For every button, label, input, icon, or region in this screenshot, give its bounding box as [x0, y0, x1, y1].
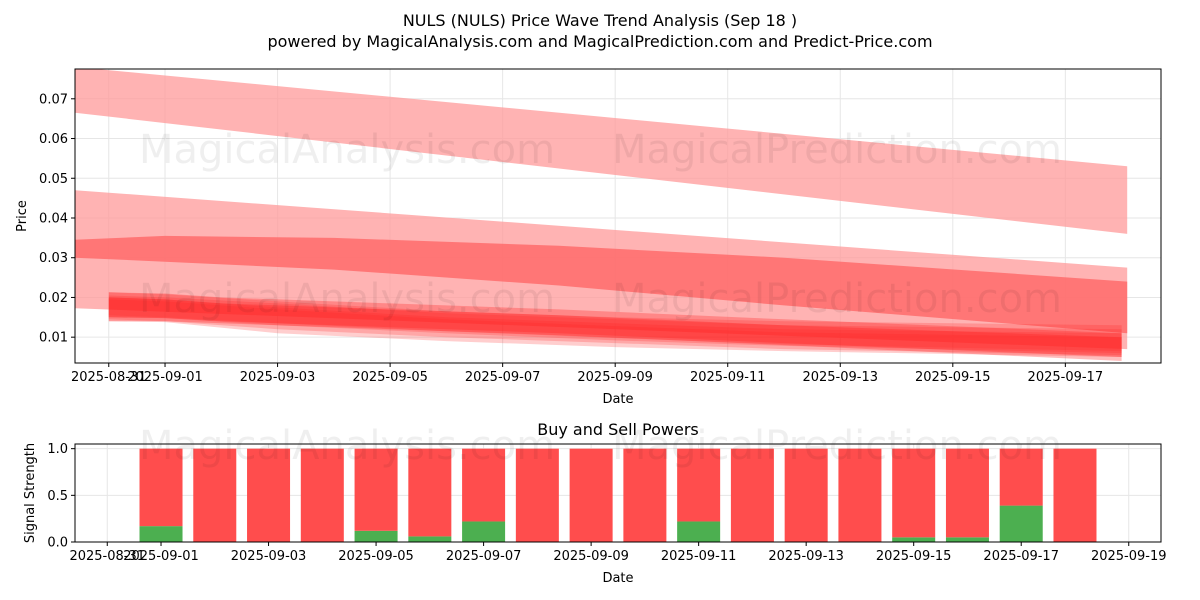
price-y-tick-label: 0.02	[39, 291, 68, 306]
signal-x-tick-label: 2025-08-31	[69, 549, 145, 564]
price-x-tick-label: 2025-09-17	[1028, 370, 1104, 385]
signal-x-label: Date	[602, 571, 633, 586]
watermark-analysis-mid: MagicalAnalysis.com	[139, 276, 555, 322]
wave-band-low-wave-d	[108, 299, 1122, 352]
price-y-tick-label: 0.06	[39, 132, 68, 147]
sell-bar	[945, 448, 989, 538]
wave-band-low-wave-b	[108, 295, 1122, 356]
buy-bar	[354, 530, 398, 542]
buy-bar	[139, 526, 183, 542]
buy-bar	[677, 521, 721, 542]
price-y-ticks: 0.01 0.02 0.03 0.04 0.05 0.06 0.07	[39, 92, 75, 346]
signal-title: Buy and Sell Powers	[537, 420, 699, 439]
price-y-tick-label: 0.03	[39, 251, 68, 266]
signal-x-tick-label: 2025-09-13	[768, 549, 844, 564]
signal-x-tick-label: 2025-09-09	[553, 549, 629, 564]
price-x-tick-label: 2025-09-03	[240, 370, 316, 385]
sell-bar	[677, 448, 721, 522]
signal-x-tick-label: 2025-09-01	[123, 549, 199, 564]
sell-bar	[892, 448, 936, 538]
price-y-tick-label: 0.01	[39, 331, 68, 346]
signal-y-label: Signal Strength	[23, 443, 38, 543]
wave-band-low-wave-c	[108, 297, 1122, 354]
sell-bar	[193, 448, 237, 542]
buy-bar	[462, 521, 506, 542]
watermark-prediction-top: MagicalPrediction.com	[612, 127, 1062, 173]
price-x-tick-label: 2025-09-05	[352, 370, 428, 385]
signal-y-tick-label: 0.0	[47, 536, 68, 551]
buy-bar	[892, 537, 936, 542]
wave-band-low-wave-f	[108, 297, 1122, 357]
sell-bar	[569, 448, 613, 542]
price-x-tick-label: 2025-09-13	[802, 370, 878, 385]
signal-y-tick-label: 0.5	[47, 489, 68, 504]
price-wave-bands	[75, 69, 1128, 361]
sell-bar	[999, 448, 1043, 506]
price-x-tick-label: 2025-09-09	[577, 370, 653, 385]
sell-bar	[408, 448, 452, 537]
signal-panel: Buy and Sell Powers MagicalAnalysis.com …	[23, 420, 1167, 586]
sell-bar	[515, 448, 559, 542]
signal-y-tick-label: 1.0	[47, 442, 68, 457]
figure-title: NULS (NULS) Price Wave Trend Analysis (S…	[403, 11, 797, 30]
price-y-tick-label: 0.04	[39, 211, 68, 226]
signal-x-tick-label: 2025-09-17	[983, 549, 1059, 564]
watermark-prediction-bottom: MagicalPrediction.com	[612, 423, 1062, 469]
price-x-tick-label: 2025-08-31	[71, 370, 147, 385]
sell-bar	[300, 448, 344, 542]
sell-bar	[838, 448, 882, 542]
price-x-tick-label: 2025-09-01	[127, 370, 203, 385]
price-x-tick-label: 2025-09-11	[690, 370, 766, 385]
buy-bar	[999, 505, 1043, 542]
price-plot-frame	[74, 68, 1162, 364]
watermark-analysis-top: MagicalAnalysis.com	[139, 127, 555, 173]
sell-bar	[623, 448, 667, 542]
price-x-tick-label: 2025-09-07	[465, 370, 541, 385]
sell-bar	[139, 448, 183, 527]
figure-subtitle: powered by MagicalAnalysis.com and Magic…	[267, 32, 932, 51]
price-x-tick-label: 2025-09-15	[915, 370, 991, 385]
price-x-label: Date	[602, 392, 633, 407]
signal-x-tick-label: 2025-09-19	[1091, 549, 1167, 564]
sell-bar	[354, 448, 398, 531]
signal-y-ticks: 0.0 0.5 1.0	[47, 442, 75, 551]
sell-bar	[784, 448, 828, 542]
sell-bar	[1053, 448, 1097, 542]
buy-bar	[945, 537, 989, 542]
price-y-tick-label: 0.07	[39, 92, 68, 107]
wave-band-upper-wave	[75, 69, 1128, 234]
signal-x-tick-label: 2025-09-15	[876, 549, 952, 564]
watermark-prediction-mid: MagicalPrediction.com	[612, 276, 1062, 322]
signal-x-tick-label: 2025-09-05	[338, 549, 414, 564]
wave-band-core-wave	[75, 235, 1128, 334]
wave-band-low-wave-e	[108, 292, 1122, 361]
signal-plot-frame	[74, 443, 1162, 543]
sell-bar	[462, 448, 506, 522]
wave-band-low-wave-a	[108, 292, 1122, 357]
buy-bar	[408, 536, 452, 542]
watermark-analysis-bottom: MagicalAnalysis.com	[139, 423, 555, 469]
sell-bar	[247, 448, 291, 542]
price-y-label: Price	[15, 200, 30, 232]
signal-bars	[139, 448, 1097, 542]
signal-x-tick-label: 2025-09-11	[661, 549, 737, 564]
price-panel: MagicalAnalysis.com MagicalPrediction.co…	[15, 68, 1162, 407]
sell-bar	[730, 448, 774, 542]
price-y-tick-label: 0.05	[39, 172, 68, 187]
price-band-group	[75, 69, 1128, 361]
signal-x-tick-label: 2025-09-03	[231, 549, 307, 564]
signal-x-tick-label: 2025-09-07	[446, 549, 522, 564]
